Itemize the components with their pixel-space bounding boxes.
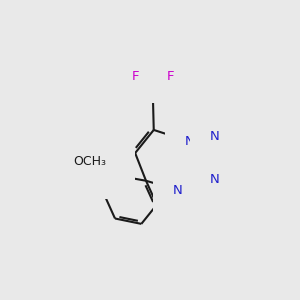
Text: N: N	[184, 135, 194, 148]
Text: F: F	[166, 70, 174, 83]
Text: N: N	[209, 173, 219, 186]
Text: F: F	[132, 70, 140, 83]
Text: OCH₃: OCH₃	[74, 155, 107, 168]
Text: O: O	[104, 167, 115, 180]
Text: N: N	[210, 130, 220, 143]
Text: N: N	[173, 184, 183, 196]
